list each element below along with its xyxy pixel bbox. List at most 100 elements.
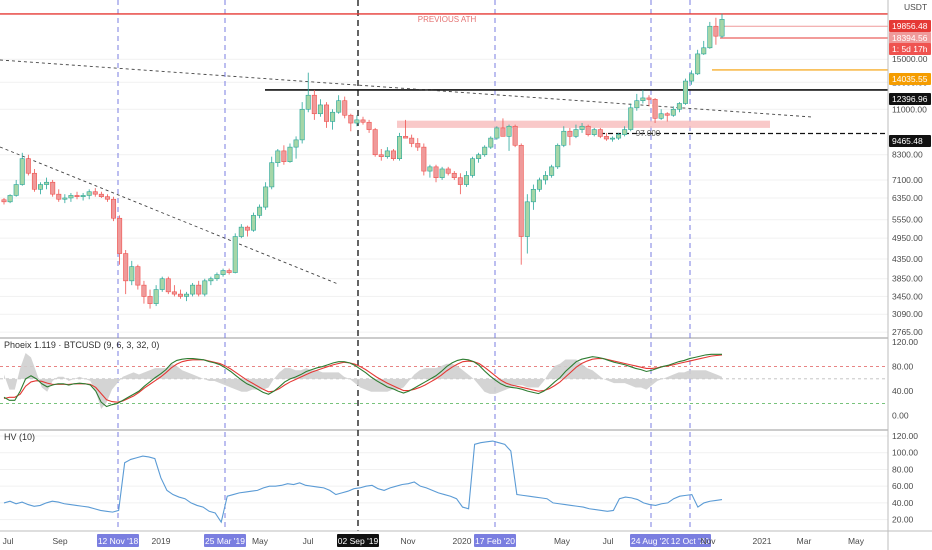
candle-body <box>409 137 415 144</box>
candle-body <box>500 127 506 137</box>
price-tag-label: 14035.55 <box>892 74 928 84</box>
candle-body <box>573 129 579 137</box>
candle-body <box>506 125 512 137</box>
candle-body <box>701 47 707 55</box>
event-tag <box>337 534 379 547</box>
trendline-lower <box>0 146 339 285</box>
candle-body <box>676 103 682 110</box>
event-tag-label: 17 Feb '20 <box>475 536 515 546</box>
candle-body <box>31 172 37 190</box>
price-tick-label: 3090.00 <box>892 309 923 319</box>
candle-body <box>165 278 171 293</box>
candle-body <box>348 114 354 124</box>
price-tick-label: 5550.00 <box>892 215 923 225</box>
candle-body <box>530 188 536 203</box>
candle-body <box>62 197 68 200</box>
candle-body <box>561 130 567 146</box>
candle-body <box>25 158 31 174</box>
candle-body <box>196 284 202 295</box>
candle-body <box>555 144 561 168</box>
candle-body <box>664 113 670 116</box>
candle-body <box>123 253 129 282</box>
candle-body <box>695 53 701 75</box>
hv-tick-label: 20.00 <box>892 515 914 525</box>
candle-body <box>415 143 421 148</box>
candle-body <box>628 107 634 130</box>
candle-body <box>177 293 183 297</box>
hv-tick-label: 80.00 <box>892 464 914 474</box>
candle-body <box>682 80 688 104</box>
hv-line <box>3 440 723 524</box>
candle-body <box>92 191 98 195</box>
candle-body <box>372 129 378 156</box>
candle-body <box>214 274 220 280</box>
candle-body <box>646 97 652 100</box>
price-tag <box>889 32 931 44</box>
x-tick-label: 2020 <box>453 536 472 546</box>
price-tag-label: 9465.48 <box>892 136 923 146</box>
x-tick-label: Jul <box>303 536 314 546</box>
candle-body <box>184 293 190 297</box>
event-tag <box>669 534 711 547</box>
hv-title: HV (10) <box>4 432 35 442</box>
candle-body <box>330 111 336 122</box>
candle-body <box>98 193 104 197</box>
candle-body <box>476 154 482 159</box>
candle-body <box>257 206 263 216</box>
candle-body <box>238 226 244 237</box>
osc-histogram <box>4 353 722 409</box>
candle-body <box>670 108 676 116</box>
osc-layer <box>0 353 888 409</box>
candle-body <box>323 104 329 122</box>
candle-body <box>390 150 396 159</box>
candle-body <box>378 154 384 157</box>
candle-body <box>433 166 439 178</box>
price-tag <box>889 20 931 32</box>
candle-body <box>80 195 86 197</box>
event-tag <box>630 534 672 547</box>
candle-body <box>603 136 609 140</box>
currency-label: USDT <box>904 2 927 12</box>
osc-tick-label: 120.00 <box>892 337 918 347</box>
candle-body <box>263 186 269 208</box>
x-tick-label: May <box>554 536 571 546</box>
candle-body <box>488 137 494 148</box>
candle-body <box>713 25 719 37</box>
osc-tick-label: 80.00 <box>892 362 914 372</box>
candle-body <box>159 278 165 290</box>
price-tag-label: 12396.96 <box>892 94 928 104</box>
candle-body <box>719 19 725 37</box>
candle-body <box>524 201 530 237</box>
candle-body <box>403 136 409 139</box>
drawing-layer <box>0 13 888 285</box>
candle-body <box>244 226 250 231</box>
candle-body <box>658 113 664 119</box>
hv-tick-label: 120.00 <box>892 431 918 441</box>
candle-body <box>220 270 226 275</box>
candle-body <box>153 289 159 304</box>
event-tag <box>204 534 246 547</box>
candle-body <box>342 100 348 116</box>
candle-body <box>111 198 117 219</box>
candle-body <box>147 296 153 304</box>
candle-body <box>354 119 360 124</box>
candle-body <box>287 146 293 162</box>
candle-body <box>104 196 110 200</box>
event-tag-label: 02 Sep '19 <box>338 536 379 546</box>
candle-body <box>68 195 74 199</box>
x-tick-label: Jul <box>603 536 614 546</box>
candle-body <box>597 129 603 137</box>
candle-body <box>439 168 445 178</box>
candle-body <box>208 278 214 282</box>
candle-body <box>567 130 573 137</box>
hv-tick-label: 100.00 <box>892 448 918 458</box>
price-tick-label: 8300.00 <box>892 150 923 160</box>
price-tick-label: 15000.00 <box>892 54 928 64</box>
zone-label: 97.000 <box>636 129 661 138</box>
price-tick-label: 11000.00 <box>892 104 927 114</box>
x-tick-label: 2019 <box>152 536 171 546</box>
event-tag-label: 24 Aug '20 <box>631 536 671 546</box>
price-tag <box>889 135 931 147</box>
event-tag <box>474 534 516 547</box>
